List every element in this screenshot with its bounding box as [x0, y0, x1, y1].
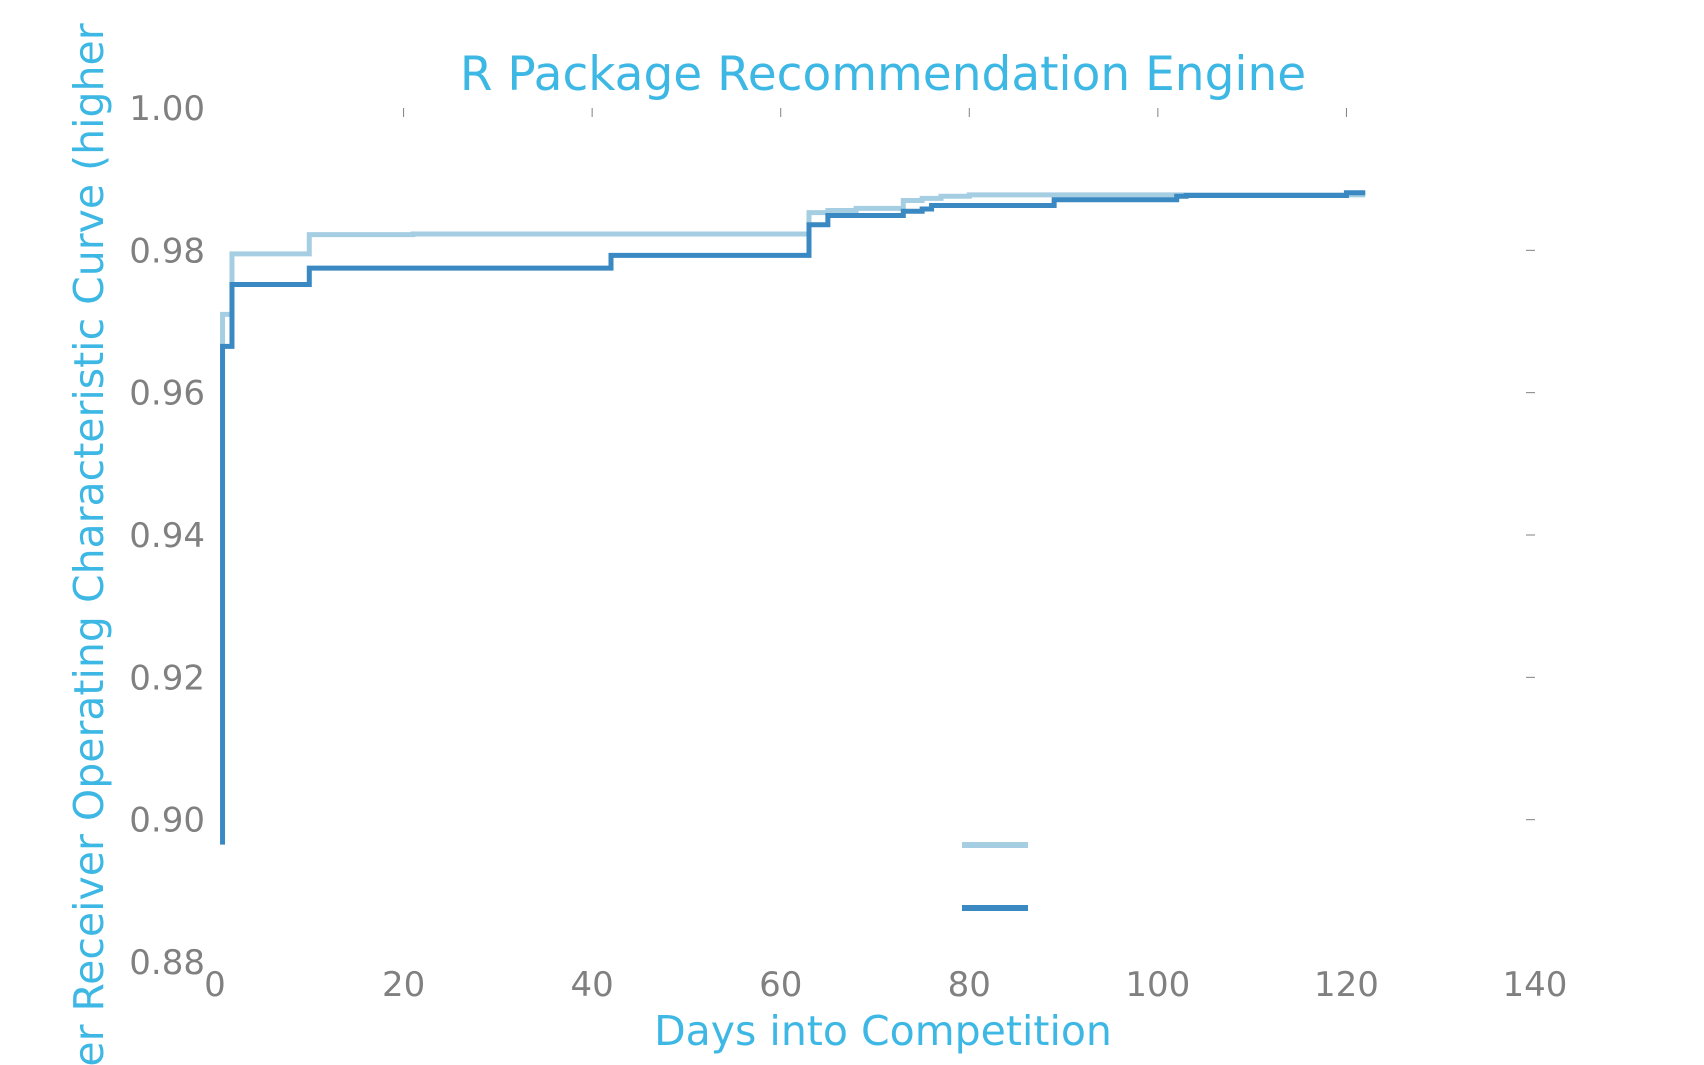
- series-line-1: [220, 192, 1366, 347]
- x-tick-label: 100: [1125, 965, 1190, 1005]
- y-tick-label: 0.88: [129, 943, 205, 983]
- x-tick-label: 80: [948, 965, 991, 1005]
- x-tick-label: 20: [382, 965, 425, 1005]
- y-tick-label: 0.94: [129, 516, 205, 556]
- x-tick-label: 40: [571, 965, 614, 1005]
- x-axis-label: Days into Competition: [654, 1007, 1112, 1055]
- y-tick-label: 1.00: [129, 89, 205, 129]
- y-tick-label: 0.98: [129, 231, 205, 271]
- y-tick-label: 0.90: [129, 801, 205, 841]
- series-group: [220, 190, 1366, 845]
- series-line-2: [220, 190, 1366, 845]
- x-tick-label: 120: [1314, 965, 1379, 1005]
- axis-ticks: 0 20 40 60 80 100 120 140 0.88 0.90 0.92 0.94 0.96 0.…: [129, 89, 1567, 1005]
- x-tick-label: 0: [204, 965, 226, 1005]
- chart-title: R Package Recommendation Engine: [460, 47, 1306, 102]
- y-axis-label: er Receiver Operating Characteristic Cur…: [65, 23, 113, 1065]
- x-tick-label: 140: [1503, 965, 1568, 1005]
- legend: [962, 842, 1028, 911]
- x-tick-label: 60: [759, 965, 802, 1005]
- y-tick-label: 0.96: [129, 374, 205, 414]
- y-tick-label: 0.92: [129, 658, 205, 698]
